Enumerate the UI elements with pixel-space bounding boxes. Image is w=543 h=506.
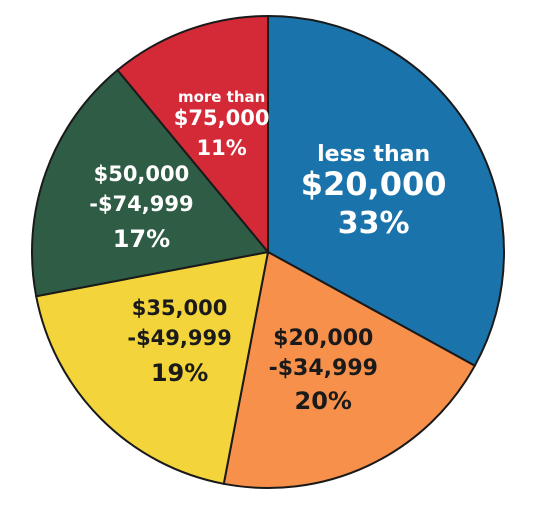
pie-slice-2 [35, 250, 270, 485]
slice-range-label-1-1: -$34,999 [269, 356, 378, 381]
pie-slice-3 [31, 68, 270, 298]
slice-range-label-1-0: $20,000 [273, 326, 373, 351]
slice-range-label-0-0: less than [317, 142, 430, 167]
slice-range-label-0-1: $20,000 [301, 165, 447, 203]
slice-percent-label-1: 20% [295, 387, 352, 415]
slice-range-label-4-1: $75,000 [174, 106, 270, 130]
slice-range-label-4-0: more than [178, 88, 265, 106]
slice-percent-label-3: 17% [113, 225, 170, 253]
pie-slice-4 [116, 14, 269, 255]
slice-range-label-3-1: -$74,999 [89, 192, 193, 216]
slice-range-label-3-0: $50,000 [94, 162, 190, 186]
slice-percent-label-4: 11% [197, 136, 247, 160]
slice-percent-label-0: 33% [338, 206, 410, 241]
pie-slice-1 [222, 250, 477, 489]
slice-range-label-2-0: $35,000 [132, 296, 228, 320]
slice-range-label-2-1: -$49,999 [127, 326, 231, 350]
slice-percent-label-2: 19% [151, 359, 208, 387]
pie-slice-0 [267, 14, 505, 368]
